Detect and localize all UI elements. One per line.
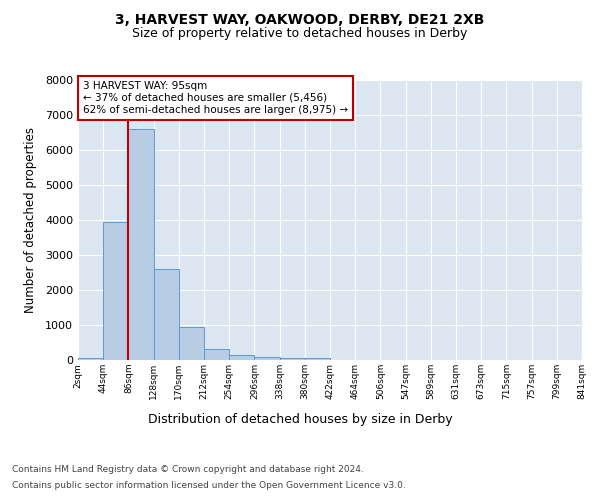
Text: Size of property relative to detached houses in Derby: Size of property relative to detached ho… — [133, 28, 467, 40]
Bar — [305, 358, 330, 360]
Text: Distribution of detached houses by size in Derby: Distribution of detached houses by size … — [148, 412, 452, 426]
Bar — [128, 129, 154, 360]
Bar — [154, 269, 179, 360]
Text: Contains public sector information licensed under the Open Government Licence v3: Contains public sector information licen… — [12, 480, 406, 490]
Text: 3, HARVEST WAY, OAKWOOD, DERBY, DE21 2XB: 3, HARVEST WAY, OAKWOOD, DERBY, DE21 2XB — [115, 12, 485, 26]
Bar — [103, 222, 128, 360]
Bar — [179, 327, 204, 360]
Bar — [229, 356, 254, 360]
Bar — [78, 358, 103, 360]
Text: 3 HARVEST WAY: 95sqm
← 37% of detached houses are smaller (5,456)
62% of semi-de: 3 HARVEST WAY: 95sqm ← 37% of detached h… — [83, 82, 348, 114]
Bar — [254, 356, 280, 360]
Y-axis label: Number of detached properties: Number of detached properties — [23, 127, 37, 313]
Text: Contains HM Land Registry data © Crown copyright and database right 2024.: Contains HM Land Registry data © Crown c… — [12, 466, 364, 474]
Bar — [280, 358, 305, 360]
Bar — [204, 349, 229, 360]
